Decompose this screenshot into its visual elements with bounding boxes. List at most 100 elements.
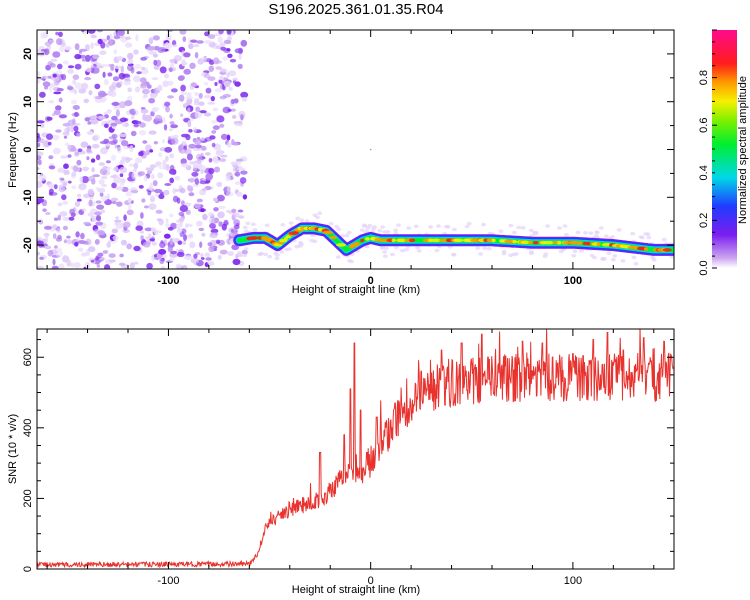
noise-speck	[74, 111, 79, 117]
noise-speck	[70, 99, 78, 105]
snr-spike-point	[420, 370, 422, 372]
noise-speck	[138, 185, 144, 189]
noise-speck	[53, 184, 58, 190]
noise-speck	[209, 262, 215, 266]
noise-speck	[165, 218, 169, 223]
noise-speck	[200, 169, 204, 175]
ridge-halo	[516, 225, 522, 230]
noise-speck	[150, 227, 156, 233]
noise-speck	[213, 197, 218, 202]
noise-speck	[125, 42, 133, 48]
ridge-halo	[279, 250, 285, 254]
noise-speck	[186, 98, 193, 105]
noise-speck	[72, 79, 77, 85]
noise-speck	[234, 81, 241, 87]
noise-speck	[238, 47, 244, 55]
noise-speck	[134, 157, 143, 164]
noise-speck	[127, 87, 132, 93]
noise-speck	[119, 80, 123, 85]
noise-speck	[198, 101, 205, 106]
ridge-peak	[483, 238, 489, 243]
noise-speck	[37, 197, 45, 203]
noise-speck	[155, 59, 162, 67]
noise-speck	[240, 114, 244, 121]
noise-speck	[37, 240, 44, 246]
noise-speck	[77, 193, 82, 198]
noise-speck	[151, 77, 159, 81]
ridge-halo	[434, 248, 440, 253]
noise-speck	[133, 120, 142, 125]
ridge-peak	[256, 236, 263, 240]
ridge-peak	[585, 241, 591, 246]
noise-speck	[97, 187, 106, 193]
snr-spike-point	[461, 342, 463, 344]
noise-speck	[47, 249, 54, 257]
noise-speck	[57, 202, 63, 207]
colorbar: 0.0 0.2 0.4 0.6 0.8 Normalized spectral …	[698, 29, 749, 276]
noise-speck	[80, 232, 85, 240]
noise-speck	[179, 217, 185, 222]
noise-speck	[99, 192, 104, 197]
ridge-halo	[400, 248, 405, 253]
ridge-peak	[353, 241, 360, 246]
noise-speck	[226, 30, 232, 35]
noise-speck	[171, 137, 179, 145]
noise-speck	[40, 123, 45, 128]
noise-speck	[181, 141, 187, 146]
ridge-halo	[542, 254, 548, 259]
noise-speck	[126, 209, 134, 216]
noise-speck	[185, 148, 192, 156]
noise-speck	[43, 48, 50, 56]
noise-speck	[238, 53, 242, 60]
ridge-halo	[382, 250, 388, 254]
noise-speck	[155, 161, 162, 166]
noise-speck	[71, 171, 77, 177]
noise-speck	[46, 133, 53, 140]
noise-speck	[125, 191, 133, 197]
ridge-halo	[413, 224, 419, 229]
noise-speck	[178, 94, 185, 102]
colorbar-label: Normalized spectral amplitude	[737, 76, 749, 224]
noise-speck	[94, 83, 101, 90]
noise-speck	[218, 205, 226, 210]
noise-speck	[133, 123, 139, 128]
noise-speck	[81, 176, 90, 184]
noise-speck	[58, 114, 67, 119]
noise-speck	[71, 185, 76, 190]
ridge-halo	[236, 252, 242, 257]
noise-speck	[67, 180, 72, 184]
noise-speck	[119, 253, 124, 258]
noise-speck	[108, 39, 113, 47]
noise-speck	[163, 189, 170, 196]
noise-speck	[63, 135, 68, 139]
ridge-peak	[520, 240, 530, 245]
noise-speck	[178, 211, 185, 217]
noise-speck	[37, 71, 41, 78]
noise-speck	[80, 141, 89, 148]
noise-speck	[148, 50, 157, 55]
ridge-halo	[594, 230, 600, 234]
ridge-halo	[243, 229, 249, 233]
noise-speck	[112, 138, 118, 144]
ridge-halo	[336, 227, 342, 232]
noise-speck	[121, 73, 130, 78]
x-tick-label: 0	[368, 275, 374, 287]
noise-speck	[231, 208, 237, 213]
noise-speck	[97, 230, 105, 236]
noise-speck	[72, 105, 80, 110]
noise-speck	[147, 46, 156, 51]
noise-speck	[67, 119, 76, 126]
ridge-halo	[263, 252, 269, 257]
noise-speck	[113, 35, 121, 40]
noise-speck	[77, 148, 83, 153]
noise-speck	[164, 183, 172, 186]
ridge-halo	[661, 237, 667, 242]
noise-speck	[37, 151, 44, 156]
noise-speck	[90, 64, 94, 69]
noise-speck	[68, 216, 75, 221]
colorbar-tick-label: 0.4	[698, 165, 710, 180]
noise-speck	[194, 144, 203, 149]
x-tick-label: 100	[564, 575, 582, 587]
noise-speck	[151, 241, 157, 246]
ridge-halo	[328, 221, 334, 226]
